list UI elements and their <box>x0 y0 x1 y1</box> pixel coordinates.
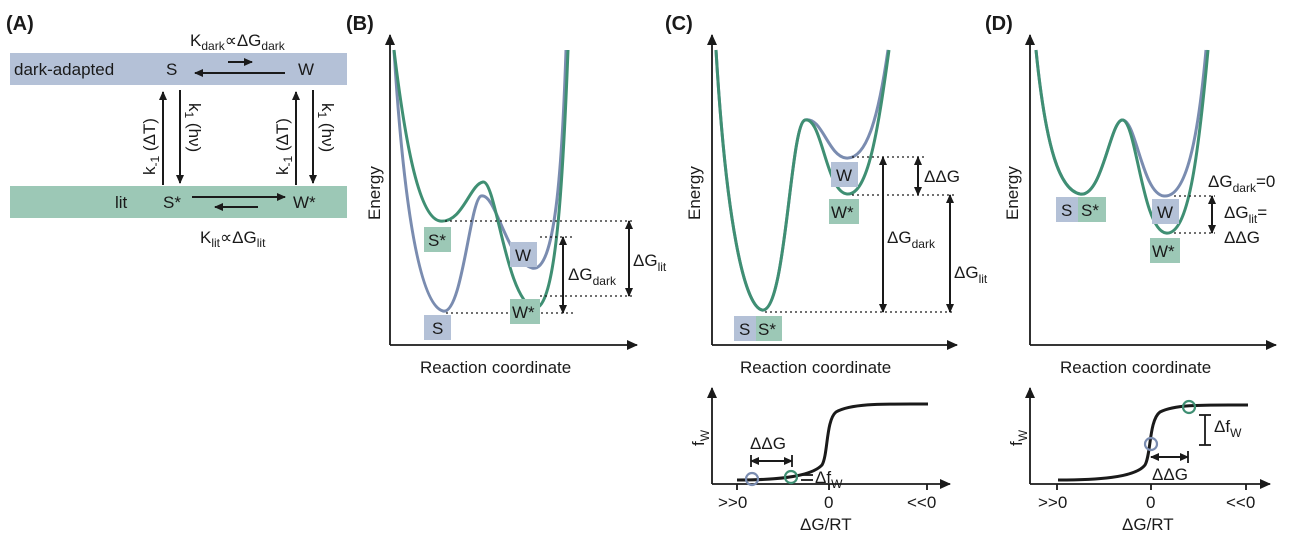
panel-c-s-box <box>734 316 756 341</box>
panel-c-dgdark-label: ΔGdark <box>887 228 936 251</box>
panel-c-s-star-box <box>756 316 782 341</box>
panel-d-f-ylabel: fW <box>1007 429 1030 446</box>
panel-a: (A) dark-adapted lit S W S* W* Kdark∝ΔGd… <box>6 13 347 250</box>
panel-d-point-lit <box>1181 399 1197 415</box>
panel-d-ylabel: Energy <box>1003 166 1022 220</box>
panel-d: (D) Energy Reaction coordinate S S* W W*… <box>985 13 1277 534</box>
panel-d-w-star-box <box>1150 238 1180 263</box>
panel-c-ylabel: Energy <box>685 166 704 220</box>
panel-b-s-star-box <box>424 227 451 252</box>
panel-c-s: S <box>739 320 750 339</box>
panel-b-lit-curve <box>392 49 570 310</box>
panel-c-f-df-label: ΔfW <box>815 468 843 491</box>
k-lit-label: Klit∝ΔGlit <box>200 228 266 250</box>
panel-d-dgdark-eq: ΔGdark=0 <box>1208 172 1275 195</box>
panel-b-label: (B) <box>346 13 374 35</box>
panel-c-point-lit <box>783 469 799 485</box>
panel-d-xlabel: Reaction coordinate <box>1060 358 1211 377</box>
panel-c-tick-left-label: >>0 <box>718 493 747 512</box>
panel-c-w-star-box <box>829 199 859 224</box>
panel-d-f-df-label: ΔfW <box>1214 417 1242 440</box>
panel-d-w-star: W* <box>1152 242 1175 261</box>
panel-d-s-star: S* <box>1081 201 1099 220</box>
state-w-star: W* <box>293 193 316 212</box>
dark-adapted-label: dark-adapted <box>14 60 114 79</box>
panel-c: (C) Energy Reaction coordinate W W* S S*… <box>665 13 988 534</box>
dark-adapted-band <box>10 53 347 85</box>
panel-b: (B) Energy Reaction coordinate S* W S W*… <box>346 13 667 377</box>
panel-d-lit-curve <box>1034 49 1210 235</box>
state-s: S <box>166 60 177 79</box>
k-minus1-left: k-1 (ΔT) <box>140 118 162 175</box>
panel-b-w-box <box>510 242 537 267</box>
panel-d-s-star-box <box>1078 197 1106 222</box>
panel-c-label: (C) <box>665 13 693 35</box>
panel-d-dglit-eq: ΔGlit= <box>1224 203 1267 226</box>
lit-label: lit <box>115 193 128 212</box>
panel-a-label: (A) <box>6 13 34 35</box>
panel-b-w-star-box <box>510 299 540 324</box>
panel-c-w-box <box>831 162 858 187</box>
panel-d-f-xlabel: ΔG/RT <box>1122 515 1174 534</box>
panel-d-f-ddg-label: ΔΔG <box>1152 465 1188 484</box>
panel-c-f-ddg-label: ΔΔG <box>750 434 786 453</box>
k-dark-label: Kdark∝ΔGdark <box>190 31 286 53</box>
panel-b-w-star: W* <box>512 303 535 322</box>
panel-c-w: W <box>836 166 852 185</box>
panel-b-dark-curve <box>392 49 568 313</box>
panel-c-f-xlabel: ΔG/RT <box>800 515 852 534</box>
panel-c-ddg-label: ΔΔG <box>924 167 960 186</box>
panel-d-w-box <box>1152 199 1179 224</box>
panel-b-w: W <box>515 246 531 265</box>
panel-d-tick-mid-label: 0 <box>1146 493 1155 512</box>
panel-d-w: W <box>1157 203 1173 222</box>
panel-c-lit-curve <box>714 49 891 312</box>
panel-b-dg-dark-label: ΔGdark <box>568 265 617 288</box>
panel-b-s: S <box>432 319 443 338</box>
panel-d-tick-left-label: >>0 <box>1038 493 1067 512</box>
panel-d-s: S <box>1061 201 1072 220</box>
panel-d-point-dark <box>1143 436 1159 452</box>
panel-d-dglit-eq-val: ΔΔG <box>1224 228 1260 247</box>
panel-c-dglit-label: ΔGlit <box>954 263 988 286</box>
panel-c-f-ylabel: fW <box>689 429 712 446</box>
panel-b-s-star: S* <box>428 231 446 250</box>
panel-c-tick-right-label: <<0 <box>907 493 936 512</box>
lit-band <box>10 186 347 218</box>
panel-c-w-star: W* <box>831 203 854 222</box>
k1-right: k1 (hν) <box>315 103 337 152</box>
state-s-star: S* <box>163 193 181 212</box>
k-minus1-right: k-1 (ΔT) <box>273 118 295 175</box>
panel-c-tick-mid-label: 0 <box>824 493 833 512</box>
panel-c-point-dark <box>744 471 760 487</box>
panel-d-s-box <box>1056 197 1078 222</box>
state-w: W <box>298 60 314 79</box>
panel-b-ylabel: Energy <box>365 166 384 220</box>
panel-d-tick-right-label: <<0 <box>1226 493 1255 512</box>
panel-b-xlabel: Reaction coordinate <box>420 358 571 377</box>
panel-b-dg-lit-label: ΔGlit <box>633 251 667 274</box>
panel-c-xlabel: Reaction coordinate <box>740 358 891 377</box>
panel-b-s-box <box>424 315 451 340</box>
k1-left: k1 (hν) <box>182 103 204 152</box>
panel-c-s-star: S* <box>758 320 776 339</box>
panel-d-label: (D) <box>985 13 1013 35</box>
